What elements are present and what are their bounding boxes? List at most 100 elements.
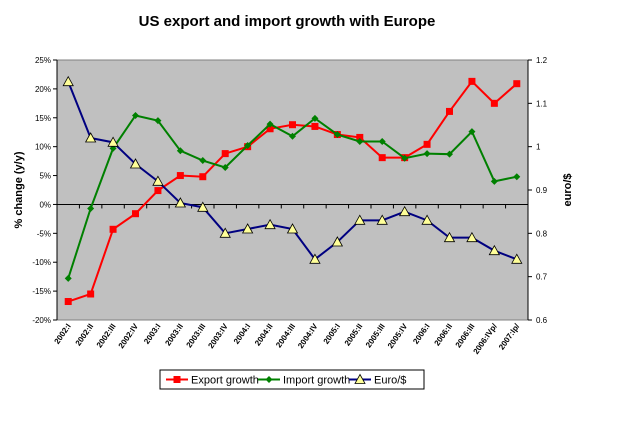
marker [62,75,74,87]
marker [398,205,411,217]
x-tick-label: 2006:II [432,322,454,348]
marker [356,133,364,141]
y2-tick-label: 1 [536,143,541,152]
marker [378,154,386,162]
y2-tick-label: 1.2 [536,56,548,65]
marker [378,137,386,145]
marker [401,154,409,162]
marker [309,253,321,264]
y2-tick-label: 0.9 [536,186,548,195]
x-tick-label: 2003:I [142,322,162,346]
marker [132,111,139,119]
y2-axis-title: euro/$ [562,173,574,206]
marker [244,142,252,150]
marker [176,172,184,180]
legend-label: Import growth [283,375,350,387]
marker [466,231,478,243]
marker [264,218,276,230]
y-tick-label: 5% [39,172,51,181]
marker [289,121,296,129]
legend-marker [354,373,366,384]
x-tick-label: 2003:IV [206,321,230,350]
marker [423,150,431,158]
y-axis-title: % change (y/y) [13,151,25,228]
y2-tick-label: 1.1 [536,99,548,108]
marker [446,107,453,115]
y-tick-label: 10% [35,143,51,152]
y-tick-label: 20% [35,85,51,94]
x-tick-label: 2002:IV [117,321,141,350]
y-tick-label: -15% [32,287,51,296]
marker [311,122,319,130]
x-tick-label: 2002:III [95,322,118,349]
y-tick-label: 15% [35,114,51,123]
marker [490,177,498,185]
x-tick-label: 2004:III [274,322,297,349]
marker [421,214,433,225]
y-tick-label: 0% [39,200,51,209]
x-tick-label: 2004:I [232,322,252,346]
y2-tick-label: 0.8 [536,229,548,238]
x-tick-label: 2003:III [184,322,207,349]
x-tick-label: 2002:II [74,322,96,348]
marker [286,223,299,234]
legend-marker [265,376,273,383]
marker [154,117,162,125]
marker [289,132,296,140]
marker [423,140,431,148]
marker [64,298,72,306]
marker [87,290,95,298]
marker [443,231,456,243]
y-tick-label: 25% [35,56,51,65]
marker [219,227,231,238]
chart-title: US export and import growth with Europe [139,13,436,30]
x-tick-label: 2004:IV [296,321,320,350]
marker [109,225,117,233]
marker [199,157,207,165]
marker [129,158,142,169]
marker [468,77,476,85]
marker [468,128,476,136]
x-tick-label: 2005:III [364,322,387,349]
marker [513,80,521,88]
x-tick-label: 2005:IV [386,321,410,350]
marker [197,201,209,212]
marker [174,197,187,208]
y-tick-label: -10% [32,258,51,267]
plot-area [56,59,529,321]
marker [64,274,72,282]
marker [488,244,501,256]
x-tick-label: 2006:III [454,322,477,349]
marker [199,173,207,181]
marker [311,114,319,122]
marker [513,173,521,181]
marker [331,236,344,247]
marker [84,132,97,143]
marker [152,175,164,186]
y2-tick-label: 0.6 [536,316,548,325]
x-tick-label: 2006:I [411,322,431,346]
marker [511,253,523,264]
x-tick-label: 2003:II [163,322,185,348]
y-tick-label: -20% [32,316,51,325]
legend-label: Euro/$ [374,375,406,387]
marker [176,147,184,155]
marker [376,214,388,225]
y2-tick-label: 0.7 [536,273,548,282]
marker [241,223,254,234]
marker [354,214,366,225]
marker [221,163,229,171]
x-tick-label: 2007:Ip/ [497,321,522,351]
marker [266,125,274,133]
legend-box [159,369,425,390]
x-tick-label: 2005:I [322,322,342,346]
marker [266,120,274,128]
x-tick-label: 2005:II [343,322,365,348]
marker [490,99,498,107]
x-tick-label: 2002:I [52,322,72,346]
marker [221,150,229,158]
marker [132,210,139,218]
marker [333,131,341,139]
marker [446,150,453,158]
